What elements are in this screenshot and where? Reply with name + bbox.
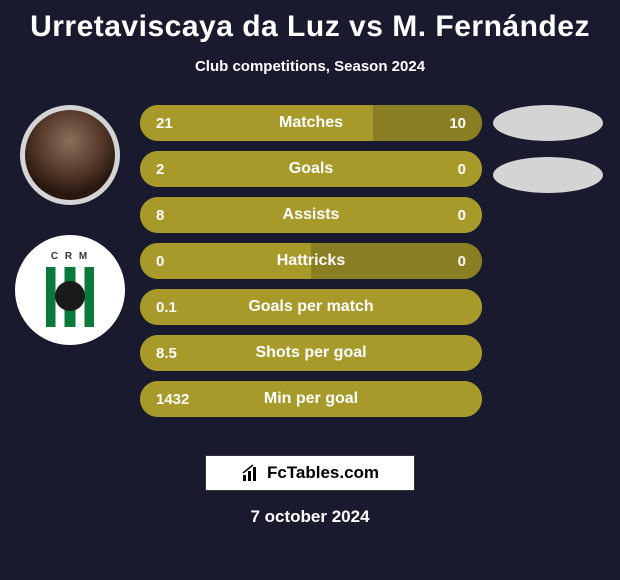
- stat-label: Min per goal: [200, 390, 422, 408]
- player-left-avatar: [20, 105, 120, 205]
- player-right-avatar-placeholder: [493, 105, 603, 141]
- stat-value-right: 0: [422, 161, 482, 178]
- stat-row: 8.5Shots per goal: [140, 335, 482, 371]
- club-badge-inner: C R M: [25, 245, 115, 335]
- stat-row: 21Matches10: [140, 105, 482, 141]
- stat-row: 0.1Goals per match: [140, 289, 482, 325]
- source-text: FcTables.com: [267, 463, 379, 483]
- player-right-column: [488, 105, 608, 193]
- stat-value-right: 0: [422, 207, 482, 224]
- player-left-column: C R M: [10, 105, 130, 345]
- page-title: Urretaviscaya da Luz vs M. Fernández: [0, 0, 620, 44]
- stat-value-left: 8: [140, 207, 200, 224]
- stat-value-left: 8.5: [140, 345, 200, 362]
- stat-value-right: 0: [422, 253, 482, 270]
- stat-value-left: 21: [140, 115, 200, 132]
- stat-value-left: 0: [140, 253, 200, 270]
- stat-value-left: 0.1: [140, 299, 200, 316]
- source-badge[interactable]: FcTables.com: [205, 455, 415, 491]
- stat-row: 8Assists0: [140, 197, 482, 233]
- player-head-graphic: [25, 110, 115, 200]
- club-badge-right-placeholder: [493, 157, 603, 193]
- stat-label: Matches: [200, 114, 422, 132]
- stat-label: Goals: [200, 160, 422, 178]
- stat-row: 2Goals0: [140, 151, 482, 187]
- date-text: 7 october 2024: [0, 507, 620, 527]
- subtitle: Club competitions, Season 2024: [0, 58, 620, 75]
- stat-value-right: 10: [422, 115, 482, 132]
- club-ball-icon: [55, 281, 85, 311]
- club-badge-letters: C R M: [25, 251, 115, 262]
- avatar-ring: [20, 105, 120, 205]
- stat-label: Assists: [200, 206, 422, 224]
- stat-value-left: 2: [140, 161, 200, 178]
- stat-value-left: 1432: [140, 391, 200, 408]
- stat-row: 1432Min per goal: [140, 381, 482, 417]
- club-badge-left: C R M: [15, 235, 125, 345]
- stat-row: 0Hattricks0: [140, 243, 482, 279]
- chart-icon: [241, 463, 261, 483]
- stat-label: Hattricks: [200, 252, 422, 270]
- comparison-content: C R M 21Matches102Goals08Assists00Hattri…: [0, 105, 620, 435]
- stat-label: Goals per match: [200, 298, 422, 316]
- stat-label: Shots per goal: [200, 344, 422, 362]
- stats-container: 21Matches102Goals08Assists00Hattricks00.…: [140, 105, 482, 427]
